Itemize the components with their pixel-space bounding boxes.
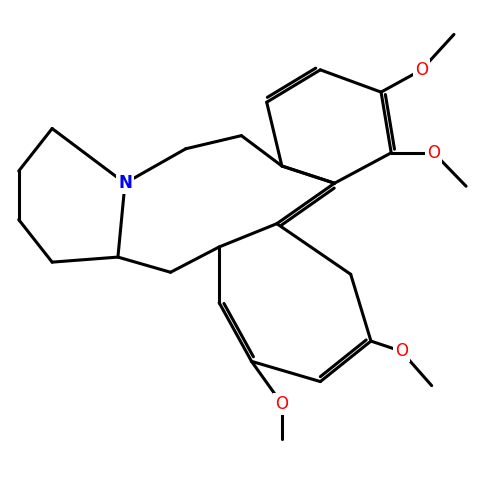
Text: O: O [395,342,408,360]
Text: O: O [276,395,288,413]
Text: O: O [415,61,428,79]
Text: N: N [118,174,132,192]
Text: O: O [427,144,440,162]
